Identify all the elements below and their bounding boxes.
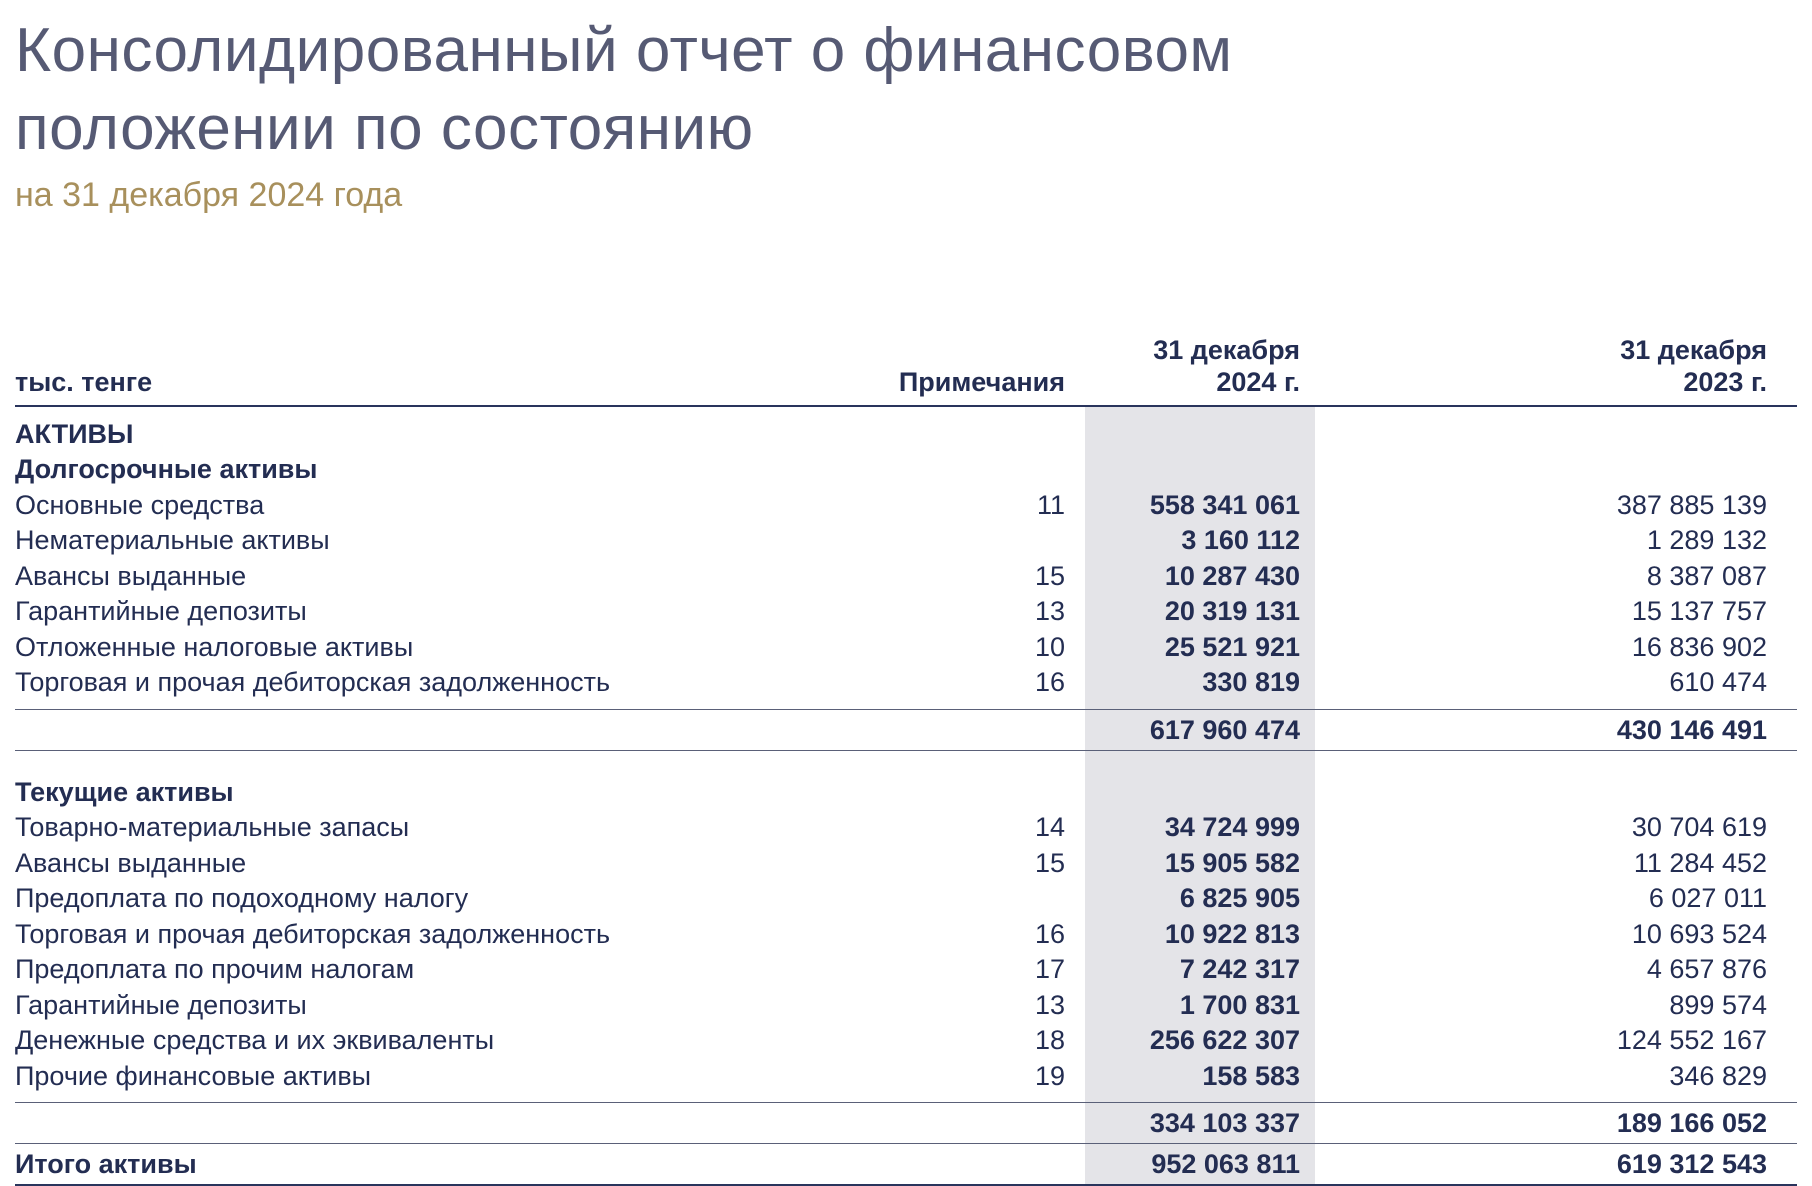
value-2023: 16 836 902 (1631, 631, 1767, 662)
value-2024: 334 103 337 (1149, 1108, 1300, 1139)
note-cell: 16 (1034, 918, 1065, 949)
value-2023: 30 704 619 (1631, 812, 1767, 843)
page-title: Консолидированный отчет о финансовом поло… (15, 12, 1797, 168)
table-row: Гарантийные депозиты 13 1 700 831 899 574 (15, 988, 1797, 1024)
value-2024: 10 287 430 (1164, 560, 1300, 591)
table-body: АКТИВЫ Долгосрочные активы Основные средст… (15, 407, 1797, 1186)
table-row: АКТИВЫ (15, 417, 1797, 453)
value-2024: 25 521 921 (1164, 631, 1300, 662)
value-2023: 8 387 087 (1646, 560, 1767, 591)
table-row: Прочие финансовые активы 19 158 583 346 829 (15, 1059, 1797, 1095)
table-row: Гарантийные депозиты 13 20 319 131 15 137 7… (15, 594, 1797, 630)
value-2023: 1 289 132 (1646, 525, 1767, 556)
value-2024: 330 819 (1202, 667, 1300, 698)
table-row: Авансы выданные 15 10 287 430 8 387 087 (15, 559, 1797, 595)
note-cell: 10 (1034, 631, 1065, 662)
col-header-2024: 31 декабря 2024 г. (1153, 335, 1300, 398)
row-label: Итого активы (15, 1149, 197, 1180)
value-2024: 3 160 112 (1181, 525, 1300, 556)
table-row: Итого активы 952 063 811 619 312 543 (15, 1144, 1797, 1186)
table-row: Текущие активы (15, 751, 1797, 811)
row-label: Авансы выданные (15, 560, 247, 591)
col-header-2023: 31 декабря 2023 г. (1620, 335, 1767, 398)
value-2023: 430 146 491 (1616, 714, 1767, 745)
value-2023: 4 657 876 (1646, 954, 1767, 985)
value-2024: 20 319 131 (1164, 596, 1300, 627)
note-cell: 17 (1034, 954, 1065, 985)
value-2023: 11 284 452 (1633, 847, 1767, 878)
note-cell: 13 (1034, 989, 1065, 1020)
value-2023: 619 312 543 (1616, 1149, 1767, 1180)
table-row: Предоплата по подоходному налогу 6 825 90… (15, 881, 1797, 917)
row-label: Гарантийные депозиты (15, 989, 307, 1020)
value-2024: 158 583 (1202, 1060, 1300, 1091)
value-2023: 387 885 139 (1616, 489, 1767, 520)
table-row: Торговая и прочая дебиторская задолженно… (15, 665, 1797, 701)
row-label: Предоплата по подоходному налогу (15, 883, 469, 914)
value-2023: 124 552 167 (1616, 1025, 1767, 1056)
value-2024: 6 825 905 (1179, 883, 1300, 914)
note-cell: 14 (1034, 812, 1065, 843)
table-row: Нематериальные активы 3 160 112 1 289 132 (15, 523, 1797, 559)
page-title-line2: положении по состоянию (15, 94, 754, 164)
table-row: 617 960 474 430 146 491 (15, 708, 1797, 751)
row-label: Торговая и прочая дебиторская задолженно… (15, 667, 611, 698)
note-cell: 11 (1036, 489, 1065, 520)
table-row: Авансы выданные 15 15 905 582 11 284 452 (15, 846, 1797, 882)
page-title-line1: Консолидированный отчет о финансовом (15, 16, 1233, 85)
table-row: Товарно-материальные запасы 14 34 724 999 3… (15, 810, 1797, 846)
value-2024: 952 063 811 (1151, 1149, 1300, 1180)
value-2024: 7 242 317 (1179, 954, 1300, 985)
row-label: Товарно-материальные запасы (15, 812, 410, 843)
value-2023: 899 574 (1669, 989, 1767, 1020)
table-row: Денежные средства и их эквиваленты 18 256 … (15, 1023, 1797, 1059)
table-row: 334 103 337 189 166 052 (15, 1102, 1797, 1145)
value-2023: 346 829 (1669, 1060, 1767, 1091)
table-header: тыс. тенге Примечания 31 декабря 2024 г. … (15, 335, 1797, 407)
note-cell: 19 (1034, 1060, 1065, 1091)
highlight-column-2024 (1085, 406, 1315, 1186)
table-row: Долгосрочные активы (15, 452, 1797, 488)
row-label: Отложенные налоговые активы (15, 631, 414, 662)
value-2023: 189 166 052 (1616, 1108, 1767, 1139)
page-content: Консолидированный отчет о финансовом поло… (0, 12, 1812, 1186)
table-row: Основные средства 11 558 341 061 387 885 13… (15, 488, 1797, 524)
table-row: Торговая и прочая дебиторская задолженно… (15, 917, 1797, 953)
table-row: Отложенные налоговые активы 10 25 521 921 1… (15, 630, 1797, 666)
value-2024: 10 922 813 (1164, 918, 1300, 949)
table-row: Предоплата по прочим налогам 17 7 242 317 4… (15, 952, 1797, 988)
row-label: Авансы выданные (15, 847, 247, 878)
note-cell: 18 (1034, 1025, 1065, 1056)
value-2023: 6 027 011 (1648, 883, 1767, 914)
value-2024: 617 960 474 (1149, 714, 1300, 745)
row-label: АКТИВЫ (15, 418, 134, 449)
row-label: Текущие активы (15, 776, 234, 807)
note-cell: 15 (1034, 560, 1065, 591)
row-label: Прочие финансовые активы (15, 1060, 372, 1091)
col-header-notes: Примечания (898, 367, 1065, 398)
value-2023: 15 137 757 (1631, 596, 1767, 627)
unit-label: тыс. тенге (15, 367, 153, 398)
value-2023: 10 693 524 (1631, 918, 1767, 949)
value-2024: 15 905 582 (1164, 847, 1300, 878)
row-label: Гарантийные депозиты (15, 596, 307, 627)
note-cell: 16 (1034, 667, 1065, 698)
value-2024: 256 622 307 (1149, 1025, 1300, 1056)
value-2024: 34 724 999 (1164, 812, 1300, 843)
row-label: Нематериальные активы (15, 525, 330, 556)
row-label: Долгосрочные активы (15, 454, 318, 485)
page-subtitle: на 31 декабря 2024 года (15, 176, 403, 215)
row-label: Предоплата по прочим налогам (15, 954, 415, 985)
row-label: Денежные средства и их эквиваленты (15, 1025, 495, 1056)
row-label: Основные средства (15, 489, 265, 520)
note-cell: 13 (1034, 596, 1065, 627)
note-cell: 15 (1034, 847, 1065, 878)
value-2023: 610 474 (1669, 667, 1767, 698)
value-2024: 1 700 831 (1179, 989, 1300, 1020)
row-label: Торговая и прочая дебиторская задолженно… (15, 918, 611, 949)
value-2024: 558 341 061 (1149, 489, 1300, 520)
